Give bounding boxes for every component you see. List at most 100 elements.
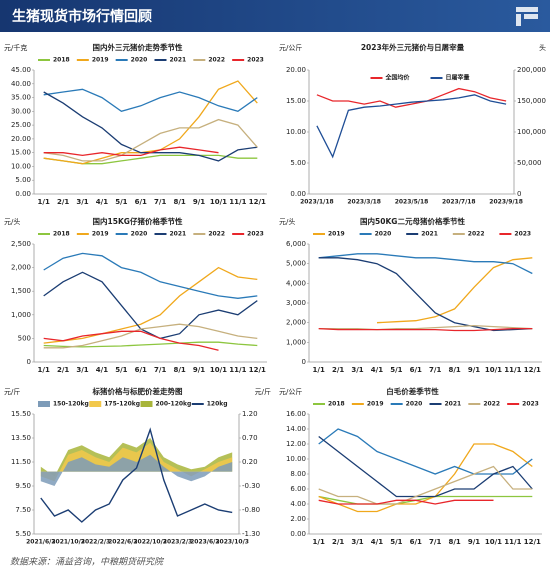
x-tick-label: 4/1 — [96, 366, 108, 374]
x-tick-label: 6/1 — [135, 198, 147, 206]
series-line — [318, 443, 533, 513]
series-line — [40, 427, 233, 523]
y-tick-label: 1,000 — [286, 338, 306, 346]
y-axis-label: 元/千克 — [4, 43, 27, 52]
y2-tick-label: -1.30 — [242, 530, 260, 538]
legend-label: 2018 — [328, 401, 345, 408]
x-tick-label: 7/1 — [154, 198, 166, 206]
y-tick-label: 13.50 — [11, 434, 31, 442]
y-tick-label: 15.50 — [11, 410, 31, 418]
x-tick-label: 9/1 — [193, 366, 205, 374]
y2-tick-label: -0.30 — [242, 482, 260, 490]
legend-label: 2018 — [53, 231, 70, 238]
x-tick-label: 2023/1/18 — [300, 199, 334, 206]
legend-label: 2021 — [170, 57, 187, 64]
legend-label: 2020 — [406, 401, 423, 408]
x-tick-label: 5/1 — [115, 198, 127, 206]
y-tick-label: 20.00 — [11, 135, 31, 143]
y-tick-label: 10.00 — [11, 162, 31, 170]
y-tick-label: 5.00 — [15, 176, 31, 184]
x-tick-label: 2023/9/18 — [489, 199, 523, 206]
series-line — [318, 465, 533, 505]
chart-title: 2023年外三元猪价与日屠宰量 — [361, 42, 465, 52]
chart-title: 国内50KG二元母猪价格季节性 — [360, 216, 465, 226]
series-line — [43, 330, 219, 351]
y-tick-label: 7.50 — [15, 506, 31, 514]
y-tick-label: 40.00 — [11, 80, 31, 88]
y-tick-label: 14.00 — [286, 425, 306, 433]
y2-axis-label: 元/斤 — [255, 387, 271, 396]
source-note: 数据来源：涌益咨询，中粮期货研究院 — [10, 557, 165, 568]
x-tick-label: 6/1 — [410, 366, 422, 374]
y-tick-label: 8.00 — [290, 470, 306, 478]
x-tick-label: 1/1 — [38, 366, 50, 374]
legend-label: 175-120kg — [104, 401, 140, 408]
y2-tick-label: 200,000 — [517, 66, 546, 74]
legend-label: 2022 — [208, 57, 225, 64]
x-tick-label: 10/1 — [485, 366, 502, 374]
series-line — [43, 341, 258, 348]
legend-label: 150-120kg — [53, 401, 89, 408]
legend-label: 2023 — [247, 57, 264, 64]
x-tick-label: 2/1 — [57, 366, 69, 374]
x-tick-label: 11/1 — [229, 198, 246, 206]
legend-label: 2023 — [522, 401, 539, 408]
y2-tick-label: -0.80 — [242, 506, 260, 514]
series-line — [43, 323, 258, 349]
y-tick-label: 11.50 — [11, 458, 31, 466]
legend-label: 2023 — [247, 231, 264, 238]
x-tick-label: 12/1 — [249, 366, 266, 374]
y2-tick-label: 0 — [517, 190, 521, 198]
y-tick-label: 15.00 — [11, 149, 31, 157]
series-line — [316, 87, 507, 108]
chart-panel: 标猪价格与标肥价差走势图 元/斤 元/斤 5.50 7.50 9.50 11.50 13.50… — [4, 386, 271, 546]
chart-panel: 白毛价差季节性 元/公斤 0.00 2.00 4.00 6.00 8.00 10.00 12.0… — [279, 386, 542, 546]
legend-label: 2020 — [375, 231, 392, 238]
series-line — [43, 80, 258, 165]
x-tick-label: 11/1 — [229, 366, 246, 374]
logo — [516, 7, 538, 26]
y-tick-label: 35.00 — [11, 94, 31, 102]
y-tick-label: 3,000 — [286, 299, 306, 307]
x-tick-label: 4/1 — [371, 538, 383, 546]
series-line — [43, 88, 258, 113]
y-tick-label: 6.00 — [290, 485, 306, 493]
x-tick-label: 2022/6/3 — [108, 539, 137, 546]
y-tick-label: 9.50 — [15, 482, 31, 490]
x-tick-label: 2021/6/3 — [26, 539, 55, 546]
x-tick-label: 7/1 — [154, 366, 166, 374]
x-tick-label: 4/1 — [371, 366, 383, 374]
series-line — [318, 324, 533, 331]
y-tick-label: 20.00 — [286, 66, 306, 74]
y-axis-label: 元/头 — [279, 217, 295, 226]
y2-tick-label: 150,000 — [517, 97, 546, 105]
legend-label: 2022 — [483, 401, 500, 408]
chart-title: 国内15KG仔猪价格季节性 — [93, 216, 183, 226]
series-area — [40, 454, 233, 486]
y2-tick-label: 0.70 — [242, 434, 258, 442]
page-title: 生猪现货市场行情回顾 — [12, 8, 152, 25]
series-line — [43, 271, 258, 340]
y-axis-label: 元/公斤 — [279, 43, 302, 52]
legend-label: 2021 — [445, 401, 462, 408]
x-tick-label: 2/1 — [332, 538, 344, 546]
series-line — [376, 257, 533, 324]
y-tick-label: 2,000 — [286, 319, 306, 327]
series-line — [318, 435, 533, 498]
x-tick-label: 9/1 — [468, 366, 480, 374]
y2-tick-label: 1.20 — [242, 410, 258, 418]
x-tick-label: 12/1 — [249, 198, 266, 206]
y-tick-label: 12.00 — [286, 440, 306, 448]
x-tick-label: 3/1 — [76, 366, 88, 374]
y2-tick-label: 50,000 — [517, 159, 542, 167]
x-tick-label: 4/1 — [96, 198, 108, 206]
chart-panel: 2023年外三元猪价与日屠宰量 元/公斤 头 0.00 5.00 10.00 15.00 20… — [279, 42, 546, 206]
x-tick-label: 1/1 — [313, 538, 325, 546]
legend-label: 2022 — [468, 231, 485, 238]
header-bar — [0, 0, 550, 32]
y-tick-label: 45.00 — [11, 66, 31, 74]
x-tick-label: 10/1 — [485, 538, 502, 546]
legend-label: 2018 — [53, 57, 70, 64]
x-tick-label: 11/1 — [504, 538, 521, 546]
x-tick-label: 2023/7/18 — [442, 199, 476, 206]
